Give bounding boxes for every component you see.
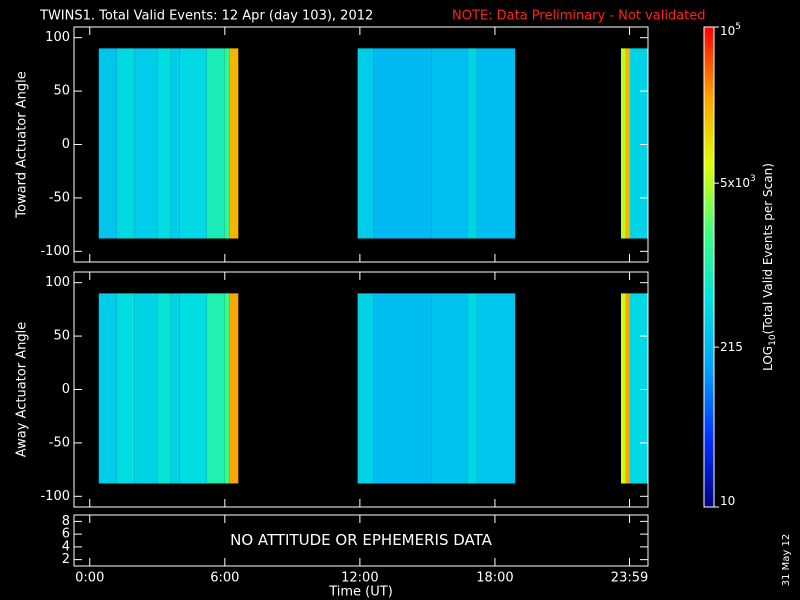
colorbar-tick-label: 10 xyxy=(720,494,735,508)
y-tick-label: 0 xyxy=(62,137,70,152)
heat-strip xyxy=(620,293,626,484)
y-axis-label: Away Actuator Angle xyxy=(15,322,30,457)
heat-strip xyxy=(625,293,630,484)
x-tick-label: 23:59 xyxy=(611,571,648,586)
heat-strip xyxy=(373,293,432,484)
heat-strip xyxy=(206,293,225,484)
heat-strip xyxy=(629,48,648,239)
heat-strip xyxy=(431,293,468,484)
colorbar-label-suffix: (Total Valid Events per Scan) xyxy=(761,163,775,334)
colorbar-tick-label: 5x103 xyxy=(720,174,756,190)
heat-strip xyxy=(134,48,158,239)
heat-strip xyxy=(357,48,374,239)
colorbar-label-sub: 10 xyxy=(768,334,778,346)
heat-strip xyxy=(116,293,135,484)
note: NOTE: Data Preliminary - Not validated xyxy=(452,9,706,24)
heat-strip xyxy=(224,48,230,239)
y-tick-label: 4 xyxy=(62,539,70,554)
heat-strip xyxy=(229,48,239,239)
colorbar-tick-label: 215 xyxy=(720,340,743,354)
heat-strip xyxy=(157,293,171,484)
heat-strip xyxy=(206,48,225,239)
heat-strip xyxy=(170,293,180,484)
y-tick-label: 2 xyxy=(62,552,70,567)
colorbar-tick-text: 10 xyxy=(720,494,735,508)
x-tick-label: 6:00 xyxy=(210,571,239,586)
heat-strip xyxy=(467,293,477,484)
heat-strip xyxy=(98,293,117,484)
message: NO ATTITUDE OR EPHEMERIS DATA xyxy=(230,531,493,549)
x-axis-label: Time (UT) xyxy=(328,585,393,600)
colorbar-tick-text: 215 xyxy=(720,340,743,354)
colorbar-label-prefix: LOG xyxy=(761,346,775,371)
x-tick-label: 0:00 xyxy=(75,571,104,586)
panel-frame xyxy=(73,514,649,567)
y-tick-label: -100 xyxy=(40,244,70,259)
heat-strip xyxy=(229,293,239,484)
y-axis-label: Toward Actuator Angle xyxy=(15,71,30,218)
y-tick-label: 6 xyxy=(62,527,70,542)
heat-strip xyxy=(179,293,207,484)
y-tick-label: -50 xyxy=(49,435,70,450)
heat-strip xyxy=(467,48,477,239)
colorbar-tick-text: 10 xyxy=(720,24,735,38)
side-note: 31 May 12 xyxy=(781,534,792,586)
heat-strip xyxy=(357,293,374,484)
heat-strip xyxy=(224,293,230,484)
colorbar-tick-sup: 5 xyxy=(735,22,741,32)
colorbar-label: LOG10(Total Valid Events per Scan) xyxy=(761,163,778,371)
colorbar-tick-label: 105 xyxy=(720,22,741,38)
y-tick-label: -100 xyxy=(40,489,70,504)
heat-strip xyxy=(620,48,626,239)
y-tick-label: 0 xyxy=(62,382,70,397)
heat-strip xyxy=(476,293,516,484)
y-tick-label: 50 xyxy=(53,329,70,344)
y-tick-label: 50 xyxy=(53,84,70,99)
heat-strip xyxy=(625,48,630,239)
heat-strip xyxy=(116,48,135,239)
x-tick-label: 12:00 xyxy=(341,571,378,586)
heat-strip xyxy=(179,48,207,239)
heat-strip xyxy=(157,48,171,239)
heat-strip xyxy=(431,48,468,239)
heat-strip xyxy=(170,48,180,239)
colorbar xyxy=(703,26,715,508)
colorbar-tick-sup: 3 xyxy=(750,174,756,184)
chart-title: TWINS1. Total Valid Events: 12 Apr (day … xyxy=(39,9,373,24)
heat-strip xyxy=(98,48,117,239)
heat-strip xyxy=(476,48,516,239)
heat-strip xyxy=(134,293,158,484)
x-tick-label: 18:00 xyxy=(476,571,513,586)
y-tick-label: 100 xyxy=(45,30,70,45)
y-tick-label: 100 xyxy=(45,275,70,290)
colorbar-tick-text: 5x10 xyxy=(720,176,750,190)
heat-strip xyxy=(373,48,432,239)
y-tick-label: -50 xyxy=(49,190,70,205)
heat-strip xyxy=(629,293,648,484)
y-tick-label: 8 xyxy=(62,514,70,529)
